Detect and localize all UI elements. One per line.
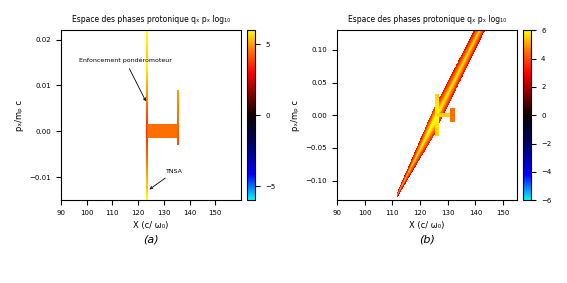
Text: TNSA: TNSA — [150, 169, 183, 189]
Title: Espace des phases protonique qₓ pₓ log₁₀: Espace des phases protonique qₓ pₓ log₁₀ — [348, 15, 506, 24]
Text: (a): (a) — [143, 235, 159, 245]
Text: (b): (b) — [419, 235, 435, 245]
Text: Enfoncement pondéromoteur: Enfoncement pondéromoteur — [79, 58, 172, 100]
Y-axis label: pₓ/mₚ c: pₓ/mₚ c — [15, 100, 24, 131]
Title: Espace des phases protonique qₓ pₓ log₁₀: Espace des phases protonique qₓ pₓ log₁₀ — [72, 15, 230, 24]
X-axis label: X (c/ ω₀): X (c/ ω₀) — [133, 222, 169, 230]
X-axis label: X (c/ ω₀): X (c/ ω₀) — [409, 222, 445, 230]
Y-axis label: pₓ/mₚ c: pₓ/mₚ c — [291, 100, 300, 131]
